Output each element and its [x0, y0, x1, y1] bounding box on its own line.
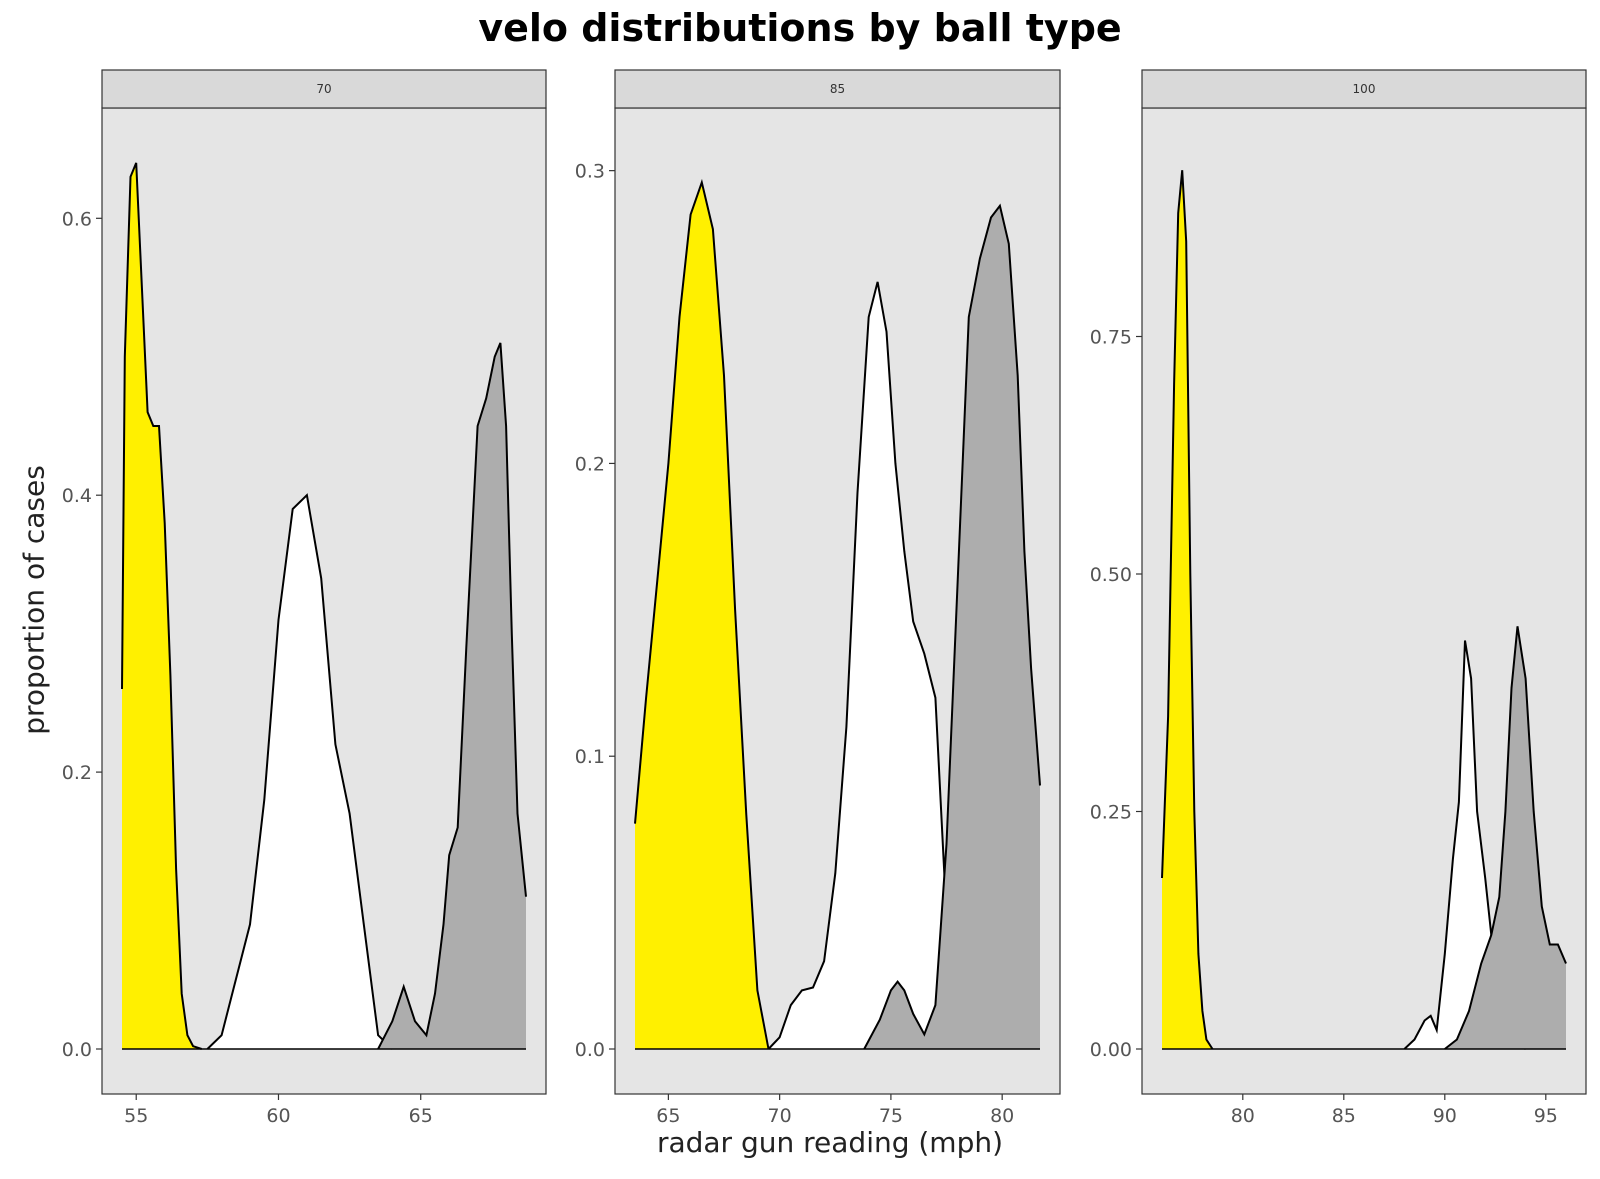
panel-1-density-white-fill: [768, 281, 965, 1049]
panel-2-strip-label: 100: [1353, 82, 1376, 96]
panel-2-xtick-label-0: 80: [1231, 1105, 1255, 1127]
panel-0-density-yellow-fill: [122, 162, 202, 1049]
panel-1-ytick-label-1: 0.1: [575, 746, 605, 768]
panel-0-strip-label: 70: [316, 82, 331, 96]
panel-2-ytick-label-1: 0.25: [1090, 802, 1132, 824]
panel-2-density-white-fill: [1404, 640, 1526, 1049]
panel-1-density-gray-fill: [864, 205, 1040, 1050]
panel-1-strip: [614, 69, 1061, 109]
panel-1-xtick-label-3: 80: [990, 1105, 1014, 1127]
panel-0-ytick-label-0: 0.0: [62, 1039, 92, 1061]
x-axis-label: radar gun reading (mph): [656, 1126, 1004, 1159]
panel-2-density-yellow-line: [1161, 170, 1214, 1050]
panel-1-strip-label: 85: [830, 82, 845, 96]
panel-1-density-yellow-line: [634, 178, 770, 1050]
panel-0-xtick-label-0: 55: [124, 1105, 148, 1127]
panel-1-ytick-label-0: 0.0: [575, 1039, 605, 1061]
panel-0-density-gray-line: [377, 342, 527, 1050]
panel-0-xtick-label-2: 65: [409, 1105, 433, 1127]
panel-0-ytick-label-1: 0.2: [62, 762, 92, 784]
panel-1-density-gray-line: [863, 203, 1041, 1050]
panel-1-xtick-label-1: 70: [768, 1105, 792, 1127]
panel-1-xtick-label-0: 65: [656, 1105, 680, 1127]
panel-2-density-gray-fill: [1444, 626, 1566, 1049]
panel-0-density-white-fill: [207, 495, 393, 1049]
panel-1-density-white-line: [767, 281, 966, 1050]
panel-0-ytick-label-3: 0.6: [62, 208, 92, 230]
panel-0-density-white-line: [206, 493, 393, 1050]
panel-2-xtick-label-3: 95: [1534, 1105, 1558, 1127]
panel-2-density-gray-line: [1444, 626, 1567, 1050]
panel-1-density-yellow-fill: [635, 182, 769, 1049]
panel-2-strip: [1141, 69, 1587, 109]
panel-1-ytick-label-3: 0.3: [575, 161, 605, 183]
panel-1-xtick-label-2: 75: [879, 1105, 903, 1127]
panel-2-ytick-label-3: 0.75: [1090, 327, 1132, 349]
panel-2-xtick-label-2: 90: [1433, 1105, 1457, 1127]
panel-1-ytick-label-2: 0.2: [575, 453, 605, 475]
panel-2-xtick-label-1: 85: [1332, 1105, 1356, 1127]
panel-0-strip: [101, 69, 547, 109]
panel-0-density-yellow-line: [121, 162, 203, 1050]
panel-0-xtick-label-1: 60: [266, 1105, 290, 1127]
panel-0-density-gray-fill: [378, 342, 526, 1049]
chart-title: velo distributions by ball type: [478, 6, 1122, 50]
panel-0-ytick-label-2: 0.4: [62, 485, 92, 507]
panel-2-ytick-label-2: 0.50: [1090, 564, 1132, 586]
panel-2-ytick-label-0: 0.00: [1090, 1039, 1132, 1061]
